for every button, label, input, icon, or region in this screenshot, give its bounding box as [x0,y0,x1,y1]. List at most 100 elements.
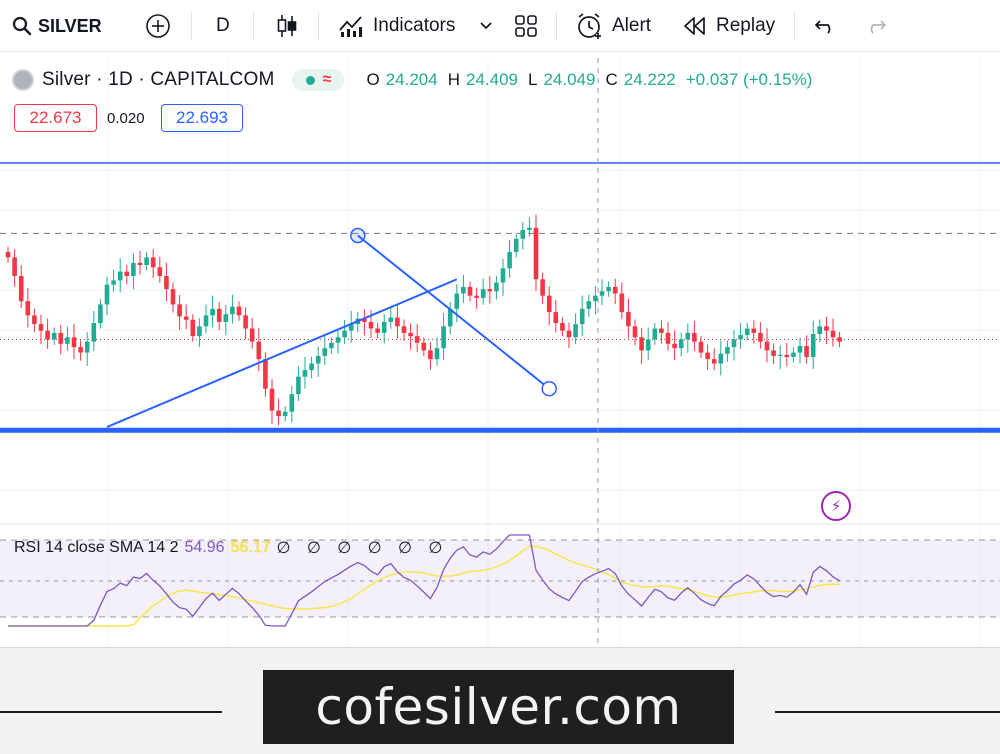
candle-body [263,359,268,389]
candle-body [764,341,770,351]
candle-body [520,230,526,239]
low-key: L [528,70,538,89]
candle-body [104,284,110,305]
footer-right-rule [775,711,1000,713]
high-value: 24.409 [466,70,518,89]
sell-price-button[interactable]: 22.673 [14,104,97,132]
symbol-search-button[interactable]: SILVER [12,0,102,52]
interval-button[interactable]: D [216,0,230,52]
price-chart[interactable] [0,53,1000,647]
chevron-down-icon [479,21,493,31]
candle-body [659,328,664,333]
undo-icon [814,17,836,35]
candle-body [824,326,829,331]
candle-body [395,317,400,327]
candle-body [170,289,176,305]
silver-logo-icon [12,69,34,91]
candle-body [837,337,842,342]
candle-body [474,295,479,298]
candle-body [500,268,506,283]
rsi-legend: RSI 14 close SMA 14 2 54.96 56.17 ∅ ∅ ∅ … [14,536,448,560]
candle-body [388,317,394,322]
undo-button[interactable] [814,0,836,52]
candle-body [289,394,295,412]
indicators-label: Indicators [373,15,456,36]
symbol-legend: Silver · 1D · CAPITALCOM ≈ O 24.204 H 24.4… [12,66,816,94]
indicators-dropdown-button[interactable] [479,0,493,52]
candle-body [157,267,163,276]
candle-body [606,286,611,292]
candle-body [421,342,427,351]
candle-body [381,321,387,333]
candle-body [804,346,809,357]
candle-body [401,326,407,333]
candle-body [817,326,823,334]
candle-body [599,291,605,296]
candle-body [810,333,816,357]
candle-body [329,342,334,349]
replay-button[interactable]: Replay [683,0,775,52]
candle-body [296,376,301,395]
redo-button[interactable] [865,0,887,52]
toolbar-divider [191,12,192,40]
candle-body [480,289,486,298]
waves-icon: ≈ [322,71,332,88]
candle-body [203,315,209,327]
candle-body [216,308,222,322]
candle-body [665,332,671,344]
candle-body [540,279,545,296]
candle-body [619,293,625,313]
candle-body [408,332,413,337]
candle-body [223,314,229,322]
candle-body [639,337,644,351]
candle-body [414,336,420,343]
candle-body [777,354,783,356]
layouts-button[interactable] [514,0,538,52]
candle-body [111,280,116,285]
trendline-rising [106,278,458,428]
rsi-lines [8,534,840,627]
candle-body [164,275,169,290]
lightning-icon[interactable]: ⚡ [821,491,851,521]
alarm-clock-icon [576,12,604,40]
chart-pane[interactable]: Silver · 1D · CAPITALCOM ≈ O 24.204 H 24.4… [0,53,1000,647]
alert-label: Alert [612,15,652,36]
horizontal-levels [0,162,1000,433]
compare-button[interactable] [145,0,171,52]
candle-body [513,238,519,252]
candle-body [461,286,466,294]
symbol-title[interactable]: Silver · 1D · CAPITALCOM [42,69,275,90]
close-value: 24.222 [623,70,676,89]
indicators-button[interactable]: Indicators [338,0,455,52]
rsi-band [0,540,1000,617]
candle-body [678,339,684,349]
candle-body [738,335,743,340]
toolbar-divider [318,12,319,40]
candle-body [18,275,24,302]
alert-button[interactable]: Alert [576,0,651,52]
high-key: H [447,70,460,89]
market-open-dot [305,75,315,85]
interval-label: D [216,15,230,36]
chart-type-button[interactable] [276,0,298,52]
candle-body [84,341,90,353]
candle-body [230,306,235,315]
brand-name: cofesilver.com [315,678,682,736]
rsi-value: 54.96 [184,539,225,556]
candle-body [131,262,136,276]
candle-body [302,370,308,377]
indicators-chart-icon [338,14,364,38]
rsi-title[interactable]: RSI 14 close SMA 14 2 [14,539,179,556]
redo-icon [865,17,887,35]
search-icon [12,16,32,36]
market-status-badge[interactable]: ≈ [292,69,345,91]
candle-body [190,319,196,337]
candle-body [150,257,156,268]
candle-body [434,348,440,360]
candle-body [718,353,724,364]
top-toolbar: SILVER D Indicators Alert [0,0,1000,52]
candle-body [98,304,103,324]
buy-price-button[interactable]: 22.693 [161,104,243,132]
candle-body [711,359,717,364]
candle-body [25,301,31,316]
